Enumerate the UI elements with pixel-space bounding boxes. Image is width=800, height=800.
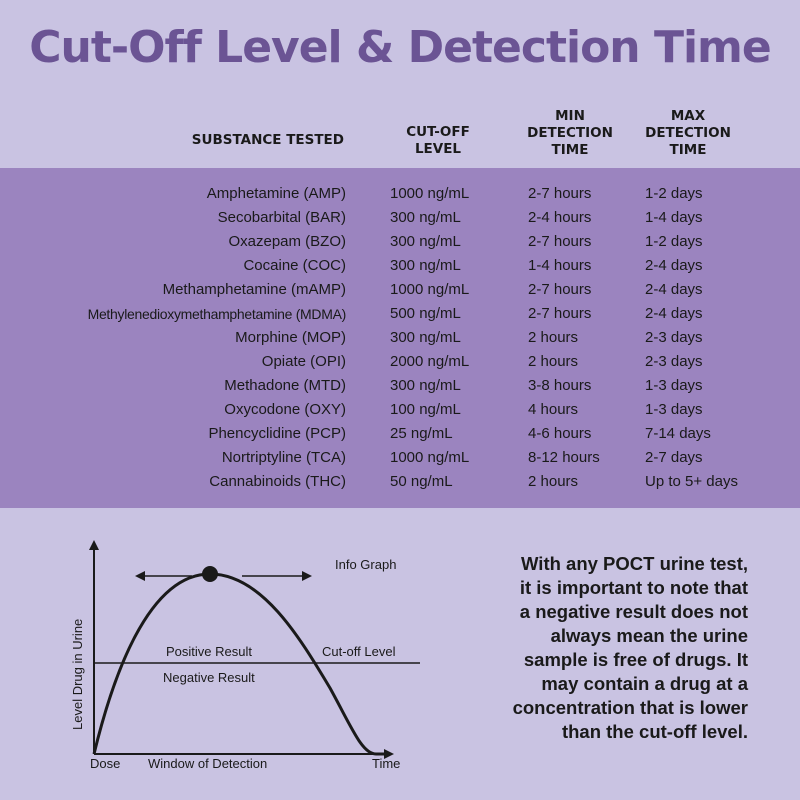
min-time-cell: 3-8 hours: [528, 377, 592, 394]
min-time-cell: 2-7 hours: [528, 281, 592, 298]
table-row: Cannabinoids (THC) 50 ng/mL 2 hours Up t…: [0, 470, 800, 494]
min-time-cell: 2-7 hours: [528, 305, 592, 322]
substance-cell: Secobarbital (BAR): [217, 209, 346, 226]
max-time-cell: 2-4 days: [645, 281, 703, 298]
max-time-cell: 1-2 days: [645, 233, 703, 250]
header-min-line: MIN: [555, 108, 585, 124]
substance-cell: Amphetamine (AMP): [206, 185, 346, 202]
cutoff-cell: 100 ng/mL: [390, 401, 461, 418]
min-time-cell: 2 hours: [528, 473, 579, 490]
max-time-cell: 2-4 days: [645, 257, 703, 274]
max-time-cell: 2-4 days: [645, 305, 703, 322]
max-time-cell: 1-4 days: [645, 209, 703, 226]
header-cutoff-line: CUT-OFF: [406, 124, 470, 140]
cutoff-cell: 300 ng/mL: [390, 377, 461, 394]
max-time-cell: 1-3 days: [645, 401, 703, 418]
substance-cell: Oxazepam (BZO): [228, 233, 346, 250]
max-time-cell: 2-7 days: [645, 449, 703, 466]
substance-cell: Phencyclidine (PCP): [208, 425, 346, 442]
cutoff-cell: 300 ng/mL: [390, 329, 461, 346]
window-of-detection-label: Window of Detection: [148, 756, 267, 771]
table-row: Methylenedioxymethamphetamine (MDMA) 500…: [0, 302, 800, 326]
table-row: Nortriptyline (TCA) 1000 ng/mL 8-12 hour…: [0, 446, 800, 470]
header-min-line: DETECTION: [527, 125, 613, 141]
positive-result-label: Positive Result: [166, 644, 252, 659]
substance-cell: Cannabinoids (THC): [209, 473, 346, 490]
cutoff-cell: 300 ng/mL: [390, 233, 461, 250]
substance-cell: Methamphetamine (mAMP): [162, 281, 346, 298]
substance-cell: Methylenedioxymethamphetamine (MDMA): [87, 306, 347, 322]
table-row: Methadone (MTD) 300 ng/mL 3-8 hours 1-3 …: [0, 374, 800, 398]
max-time-cell: Up to 5+ days: [645, 473, 738, 490]
substance-cell: Oxycodone (OXY): [224, 401, 346, 418]
info-graph-label: Info Graph: [335, 557, 396, 572]
max-time-cell: 1-2 days: [645, 185, 703, 202]
header-max-detection: MAX DETECTION TIME: [638, 108, 738, 159]
dose-label: Dose: [90, 756, 120, 771]
header-min-detection: MIN DETECTION TIME: [520, 108, 620, 159]
min-time-cell: 2-7 hours: [528, 185, 592, 202]
max-time-cell: 2-3 days: [645, 329, 703, 346]
cutoff-cell: 1000 ng/mL: [390, 449, 470, 466]
table-row: Morphine (MOP) 300 ng/mL 2 hours 2-3 day…: [0, 326, 800, 350]
substance-cell: Morphine (MOP): [235, 329, 346, 346]
header-cutoff-line: LEVEL: [414, 141, 462, 157]
header-max-line: DETECTION: [645, 125, 731, 141]
substance-table: Amphetamine (AMP) 1000 ng/mL 2-7 hours 1…: [0, 168, 800, 508]
info-text: With any POCT urine test, it is importan…: [512, 553, 748, 742]
min-time-cell: 2-4 hours: [528, 209, 592, 226]
time-label: Time: [372, 756, 400, 771]
min-time-cell: 2 hours: [528, 353, 579, 370]
cutoff-level-label: Cut-off Level: [322, 644, 396, 659]
max-time-cell: 7-14 days: [645, 425, 711, 442]
header-cutoff-level: CUT-OFF LEVEL: [388, 124, 488, 158]
min-time-cell: 4 hours: [528, 401, 579, 418]
min-time-cell: 2 hours: [528, 329, 579, 346]
cutoff-cell: 300 ng/mL: [390, 209, 461, 226]
cutoff-cell: 25 ng/mL: [390, 425, 453, 442]
peak-dot: [202, 566, 218, 582]
cutoff-cell: 300 ng/mL: [390, 257, 461, 274]
substance-cell: Cocaine (COC): [243, 257, 346, 274]
table-row: Amphetamine (AMP) 1000 ng/mL 2-7 hours 1…: [0, 182, 800, 206]
min-time-cell: 1-4 hours: [528, 257, 592, 274]
cutoff-cell: 2000 ng/mL: [390, 353, 470, 370]
max-time-cell: 2-3 days: [645, 353, 703, 370]
table-row: Oxycodone (OXY) 100 ng/mL 4 hours 1-3 da…: [0, 398, 800, 422]
negative-result-label: Negative Result: [163, 670, 255, 685]
min-time-cell: 8-12 hours: [528, 449, 600, 466]
table-row: Cocaine (COC) 300 ng/mL 1-4 hours 2-4 da…: [0, 254, 800, 278]
header-substance: SUBSTANCE TESTED: [191, 132, 344, 148]
table-row: Methamphetamine (mAMP) 1000 ng/mL 2-7 ho…: [0, 278, 800, 302]
substance-cell: Opiate (OPI): [261, 353, 346, 370]
header-min-line: TIME: [551, 142, 589, 158]
min-time-cell: 4-6 hours: [528, 425, 592, 442]
min-time-cell: 2-7 hours: [528, 233, 592, 250]
info-graph: Info Graph Level Drug in Urine Positive …: [70, 540, 420, 771]
cutoff-cell: 1000 ng/mL: [390, 185, 470, 202]
header-max-line: MAX: [670, 108, 706, 124]
concentration-curve: [92, 572, 386, 756]
cutoff-cell: 1000 ng/mL: [390, 281, 470, 298]
table-row: Secobarbital (BAR) 300 ng/mL 2-4 hours 1…: [0, 206, 800, 230]
table-row: Phencyclidine (PCP) 25 ng/mL 4-6 hours 7…: [0, 422, 800, 446]
y-axis-label: Level Drug in Urine: [70, 619, 85, 730]
header-max-line: TIME: [669, 142, 707, 158]
table-row: Oxazepam (BZO) 300 ng/mL 2-7 hours 1-2 d…: [0, 230, 800, 254]
cutoff-cell: 500 ng/mL: [390, 305, 461, 322]
max-time-cell: 1-3 days: [645, 377, 703, 394]
substance-cell: Nortriptyline (TCA): [221, 449, 346, 466]
table-row: Opiate (OPI) 2000 ng/mL 2 hours 2-3 days: [0, 350, 800, 374]
page-title: Cut-Off Level & Detection Time: [29, 22, 772, 73]
cutoff-cell: 50 ng/mL: [390, 473, 453, 490]
substance-cell: Methadone (MTD): [224, 377, 346, 394]
